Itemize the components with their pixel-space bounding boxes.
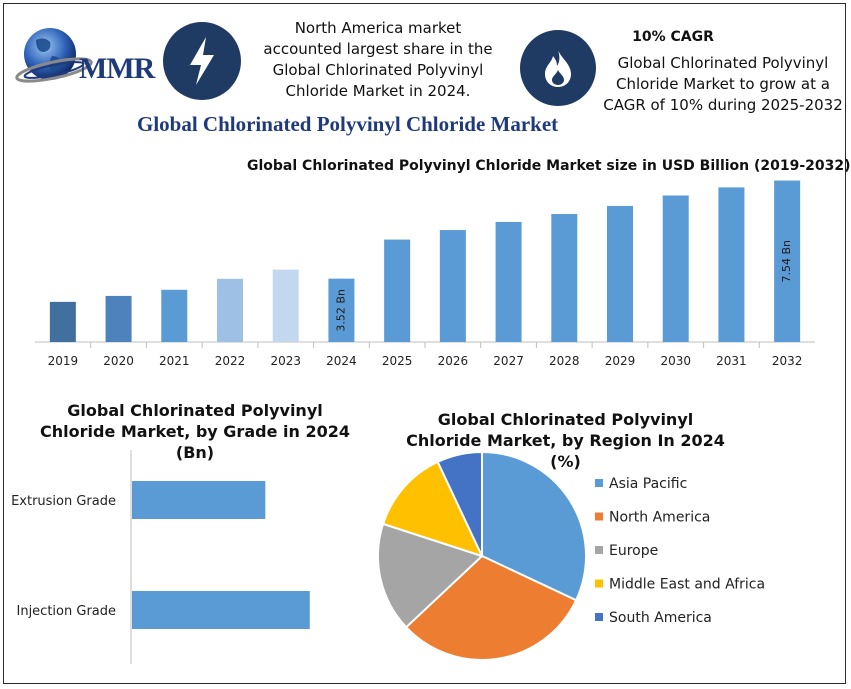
bar-2029 — [607, 205, 633, 342]
region-chart-title: Global Chlorinated Polyvinyl Chloride Ma… — [406, 410, 725, 471]
x-tick-label: 2024 — [326, 354, 357, 368]
bar-2023 — [272, 269, 299, 342]
y-tick-label: Injection Grade — [17, 604, 117, 619]
x-tick-label: 2022 — [215, 354, 246, 368]
x-tick-label: 2026 — [438, 354, 469, 368]
x-tick-label: 2030 — [660, 354, 691, 368]
x-tick-label: 2019 — [48, 354, 79, 368]
legend-label: Middle East and Africa — [609, 577, 765, 593]
x-tick-label: 2027 — [493, 354, 524, 368]
bar-2021 — [161, 289, 188, 342]
info-right-text: Global Chlorinated Polyvinyl Chloride Ma… — [603, 54, 843, 114]
x-tick-label: 2025 — [382, 354, 413, 368]
bar-2022 — [217, 278, 243, 342]
globe-icon — [15, 28, 93, 83]
y-tick-label: Extrusion Grade — [11, 494, 116, 509]
pie-slice-south-america — [436, 450, 483, 557]
bar-2025 — [384, 239, 411, 342]
bar-chart-title: Global Chlorinated Polyvinyl Chloride Ma… — [247, 158, 851, 174]
logo-text: MMR — [79, 52, 155, 85]
x-tick-label: 2020 — [103, 354, 134, 368]
x-tick-label: 2031 — [716, 354, 747, 368]
legend-swatch — [595, 479, 603, 487]
bar-2026 — [439, 230, 466, 342]
x-tick-label: 2029 — [605, 354, 636, 368]
info-left-badge — [163, 22, 241, 100]
legend-label: South America — [609, 610, 712, 626]
bar-injection-grade — [132, 591, 310, 629]
grade-bar-chart: Extrusion Grade Injection Grade — [11, 450, 310, 664]
pie-slice-middle-east-and-africa — [381, 460, 484, 558]
legend-swatch — [595, 613, 603, 621]
legend-label: North America — [609, 510, 710, 526]
bar-2019 — [49, 301, 76, 342]
lightning-bolt-icon — [190, 37, 214, 85]
bar-2028 — [551, 214, 578, 342]
info-left-text: North America market accounted largest s… — [263, 19, 493, 100]
legend-swatch — [595, 579, 603, 588]
grade-chart-title: Global Chlorinated Polyvinyl Chloride Ma… — [40, 401, 350, 462]
page-title: Global Chlorinated Polyvinyl Chloride Ma… — [137, 112, 559, 136]
region-pie-chart: Asia Pacific North America Europe Middle Ea… — [377, 450, 765, 661]
legend-label: Asia Pacific — [609, 476, 687, 492]
data-label-2032: 7.54 Bn — [780, 240, 793, 283]
info-right-badge — [520, 30, 596, 106]
market-size-bar-chart: 2019 2020 2021 2022 2023 2024 2025 2026 2027 2028… — [35, 180, 815, 368]
x-tick-label: 2021 — [159, 354, 190, 368]
x-tick-label: 2032 — [772, 354, 803, 368]
data-label-2024: 3.52 Bn — [334, 289, 347, 332]
bar-2032 — [774, 180, 801, 342]
pie-slice-asia-pacific — [481, 450, 587, 602]
legend-swatch — [595, 546, 603, 554]
pie-slice-north-america — [404, 554, 578, 661]
cagr-heading: 10% CAGR — [632, 29, 714, 45]
bar-2030 — [662, 195, 689, 342]
x-tick-label: 2023 — [270, 354, 301, 368]
pie-slice-europe — [377, 522, 484, 629]
mmr-logo: MMR — [14, 22, 159, 90]
legend-label: Europe — [609, 543, 658, 559]
bar-2031 — [718, 187, 745, 342]
bar-2020 — [105, 295, 132, 342]
x-tick-label: 2028 — [549, 354, 580, 368]
flame-icon — [545, 50, 571, 87]
bar-2024 — [328, 278, 355, 342]
bar-extrusion-grade — [132, 481, 266, 519]
legend-swatch — [595, 512, 603, 521]
bar-2027 — [495, 221, 522, 342]
